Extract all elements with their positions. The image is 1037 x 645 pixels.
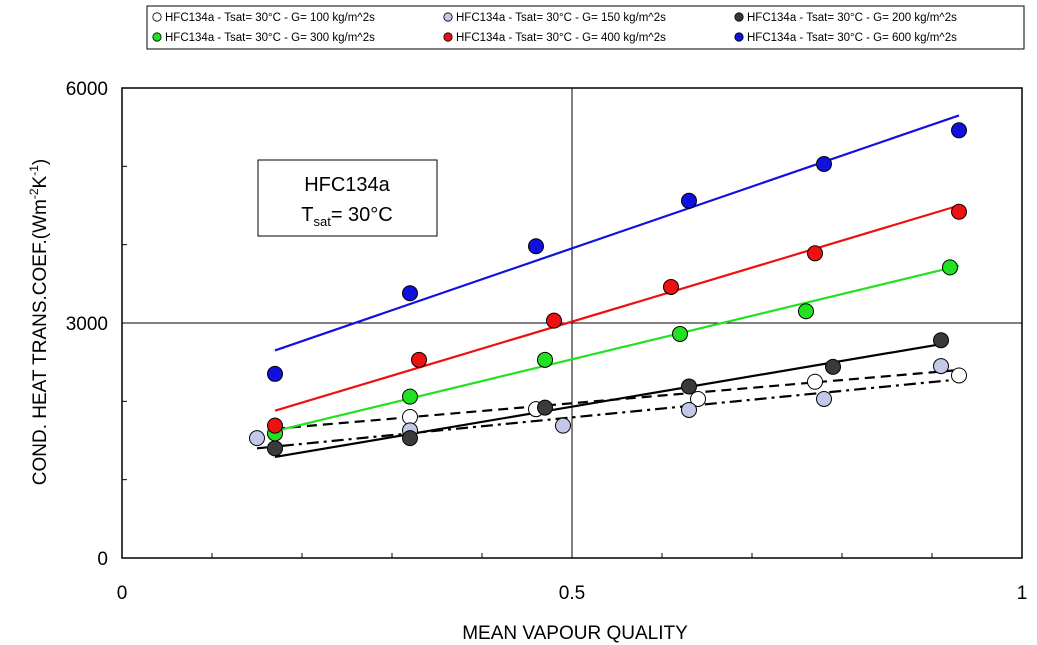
annotation-sub: sat bbox=[313, 214, 331, 229]
annotation-line1: HFC134a bbox=[304, 174, 390, 196]
legend-marker bbox=[443, 12, 453, 22]
data-point bbox=[681, 378, 697, 395]
legend-label: HFC134a - Tsat= 30°C - G= 200 kg/m^2s bbox=[747, 12, 957, 24]
data-point bbox=[546, 312, 562, 329]
fit-line bbox=[256, 378, 960, 450]
legend-box bbox=[146, 5, 1025, 50]
data-point bbox=[267, 417, 283, 434]
y-axis-title-sup2: -1 bbox=[27, 165, 41, 176]
data-point bbox=[411, 351, 427, 368]
legend-label: HFC134a - Tsat= 30°C - G= 300 kg/m^2s bbox=[165, 32, 375, 44]
data-point bbox=[816, 155, 832, 172]
data-point bbox=[951, 203, 967, 220]
legend-marker bbox=[734, 32, 744, 42]
y-tick-label: 3000 bbox=[66, 314, 108, 335]
data-point bbox=[951, 367, 967, 384]
annotation-t: T bbox=[301, 204, 313, 226]
y-tick-label: 6000 bbox=[66, 79, 108, 100]
data-point bbox=[942, 259, 958, 276]
fit-line bbox=[274, 264, 960, 433]
data-point bbox=[825, 358, 841, 375]
data-point bbox=[807, 245, 823, 262]
y-axis-title: COND. HEAT TRANS.COEF.(Wm-2K-1) bbox=[27, 159, 51, 485]
legend-label: HFC134a - Tsat= 30°C - G= 150 kg/m^2s bbox=[456, 12, 666, 24]
data-point bbox=[537, 351, 553, 368]
data-point bbox=[267, 365, 283, 382]
x-tick-label: 1 bbox=[1017, 583, 1028, 604]
data-point bbox=[402, 285, 418, 302]
gridlines bbox=[122, 88, 1022, 558]
legend-marker bbox=[152, 12, 162, 22]
axis-ticks: 0 0.5 1 0 3000 6000 bbox=[66, 79, 1028, 604]
data-point bbox=[555, 417, 571, 434]
legend-label: HFC134a - Tsat= 30°C - G= 400 kg/m^2s bbox=[456, 32, 666, 44]
data-point bbox=[537, 399, 553, 416]
data-point bbox=[402, 409, 418, 425]
legend-label: HFC134a - Tsat= 30°C - G= 600 kg/m^2s bbox=[747, 32, 957, 44]
x-tick-label: 0.5 bbox=[559, 583, 585, 604]
legend-marker bbox=[734, 12, 744, 22]
data-point bbox=[807, 373, 823, 390]
y-tick-label: 0 bbox=[97, 549, 108, 570]
legend-marker bbox=[443, 32, 453, 42]
annotation-line2: Tsat= 30°C bbox=[301, 204, 393, 229]
data-point bbox=[816, 390, 832, 407]
legend-marker bbox=[152, 32, 162, 42]
y-axis-title-prefix: COND. HEAT TRANS.COEF.(Wm bbox=[30, 199, 51, 485]
legend: HFC134a - Tsat= 30°C - G= 100 kg/m^2s HFC… bbox=[152, 12, 957, 44]
legend-label: HFC134a - Tsat= 30°C - G= 100 kg/m^2s bbox=[165, 12, 375, 24]
data-point bbox=[267, 440, 283, 457]
data-point bbox=[933, 358, 949, 375]
data-point bbox=[528, 238, 544, 255]
y-axis-title-mid: K bbox=[30, 175, 51, 188]
data-point bbox=[933, 332, 949, 349]
annotation-box: HFC134a Tsat= 30°C bbox=[257, 159, 438, 237]
fit-line bbox=[274, 114, 960, 352]
x-tick-label: 0 bbox=[117, 583, 128, 604]
data-point bbox=[402, 388, 418, 405]
data-point bbox=[798, 303, 814, 320]
data-points bbox=[249, 122, 967, 457]
fit-line bbox=[274, 204, 960, 412]
data-point bbox=[672, 325, 688, 342]
data-point bbox=[663, 278, 679, 295]
y-axis-title-sup1: -2 bbox=[27, 188, 41, 199]
data-point bbox=[690, 390, 706, 407]
x-axis-title: MEAN VAPOUR QUALITY bbox=[462, 623, 688, 644]
data-point bbox=[249, 430, 265, 447]
annotation-rest: = 30°C bbox=[331, 204, 393, 226]
data-point bbox=[681, 401, 697, 418]
data-point bbox=[402, 430, 418, 447]
data-point bbox=[951, 122, 967, 139]
data-point bbox=[681, 192, 697, 209]
y-axis-title-suffix: ) bbox=[30, 159, 51, 165]
annotation-frame bbox=[257, 159, 438, 237]
